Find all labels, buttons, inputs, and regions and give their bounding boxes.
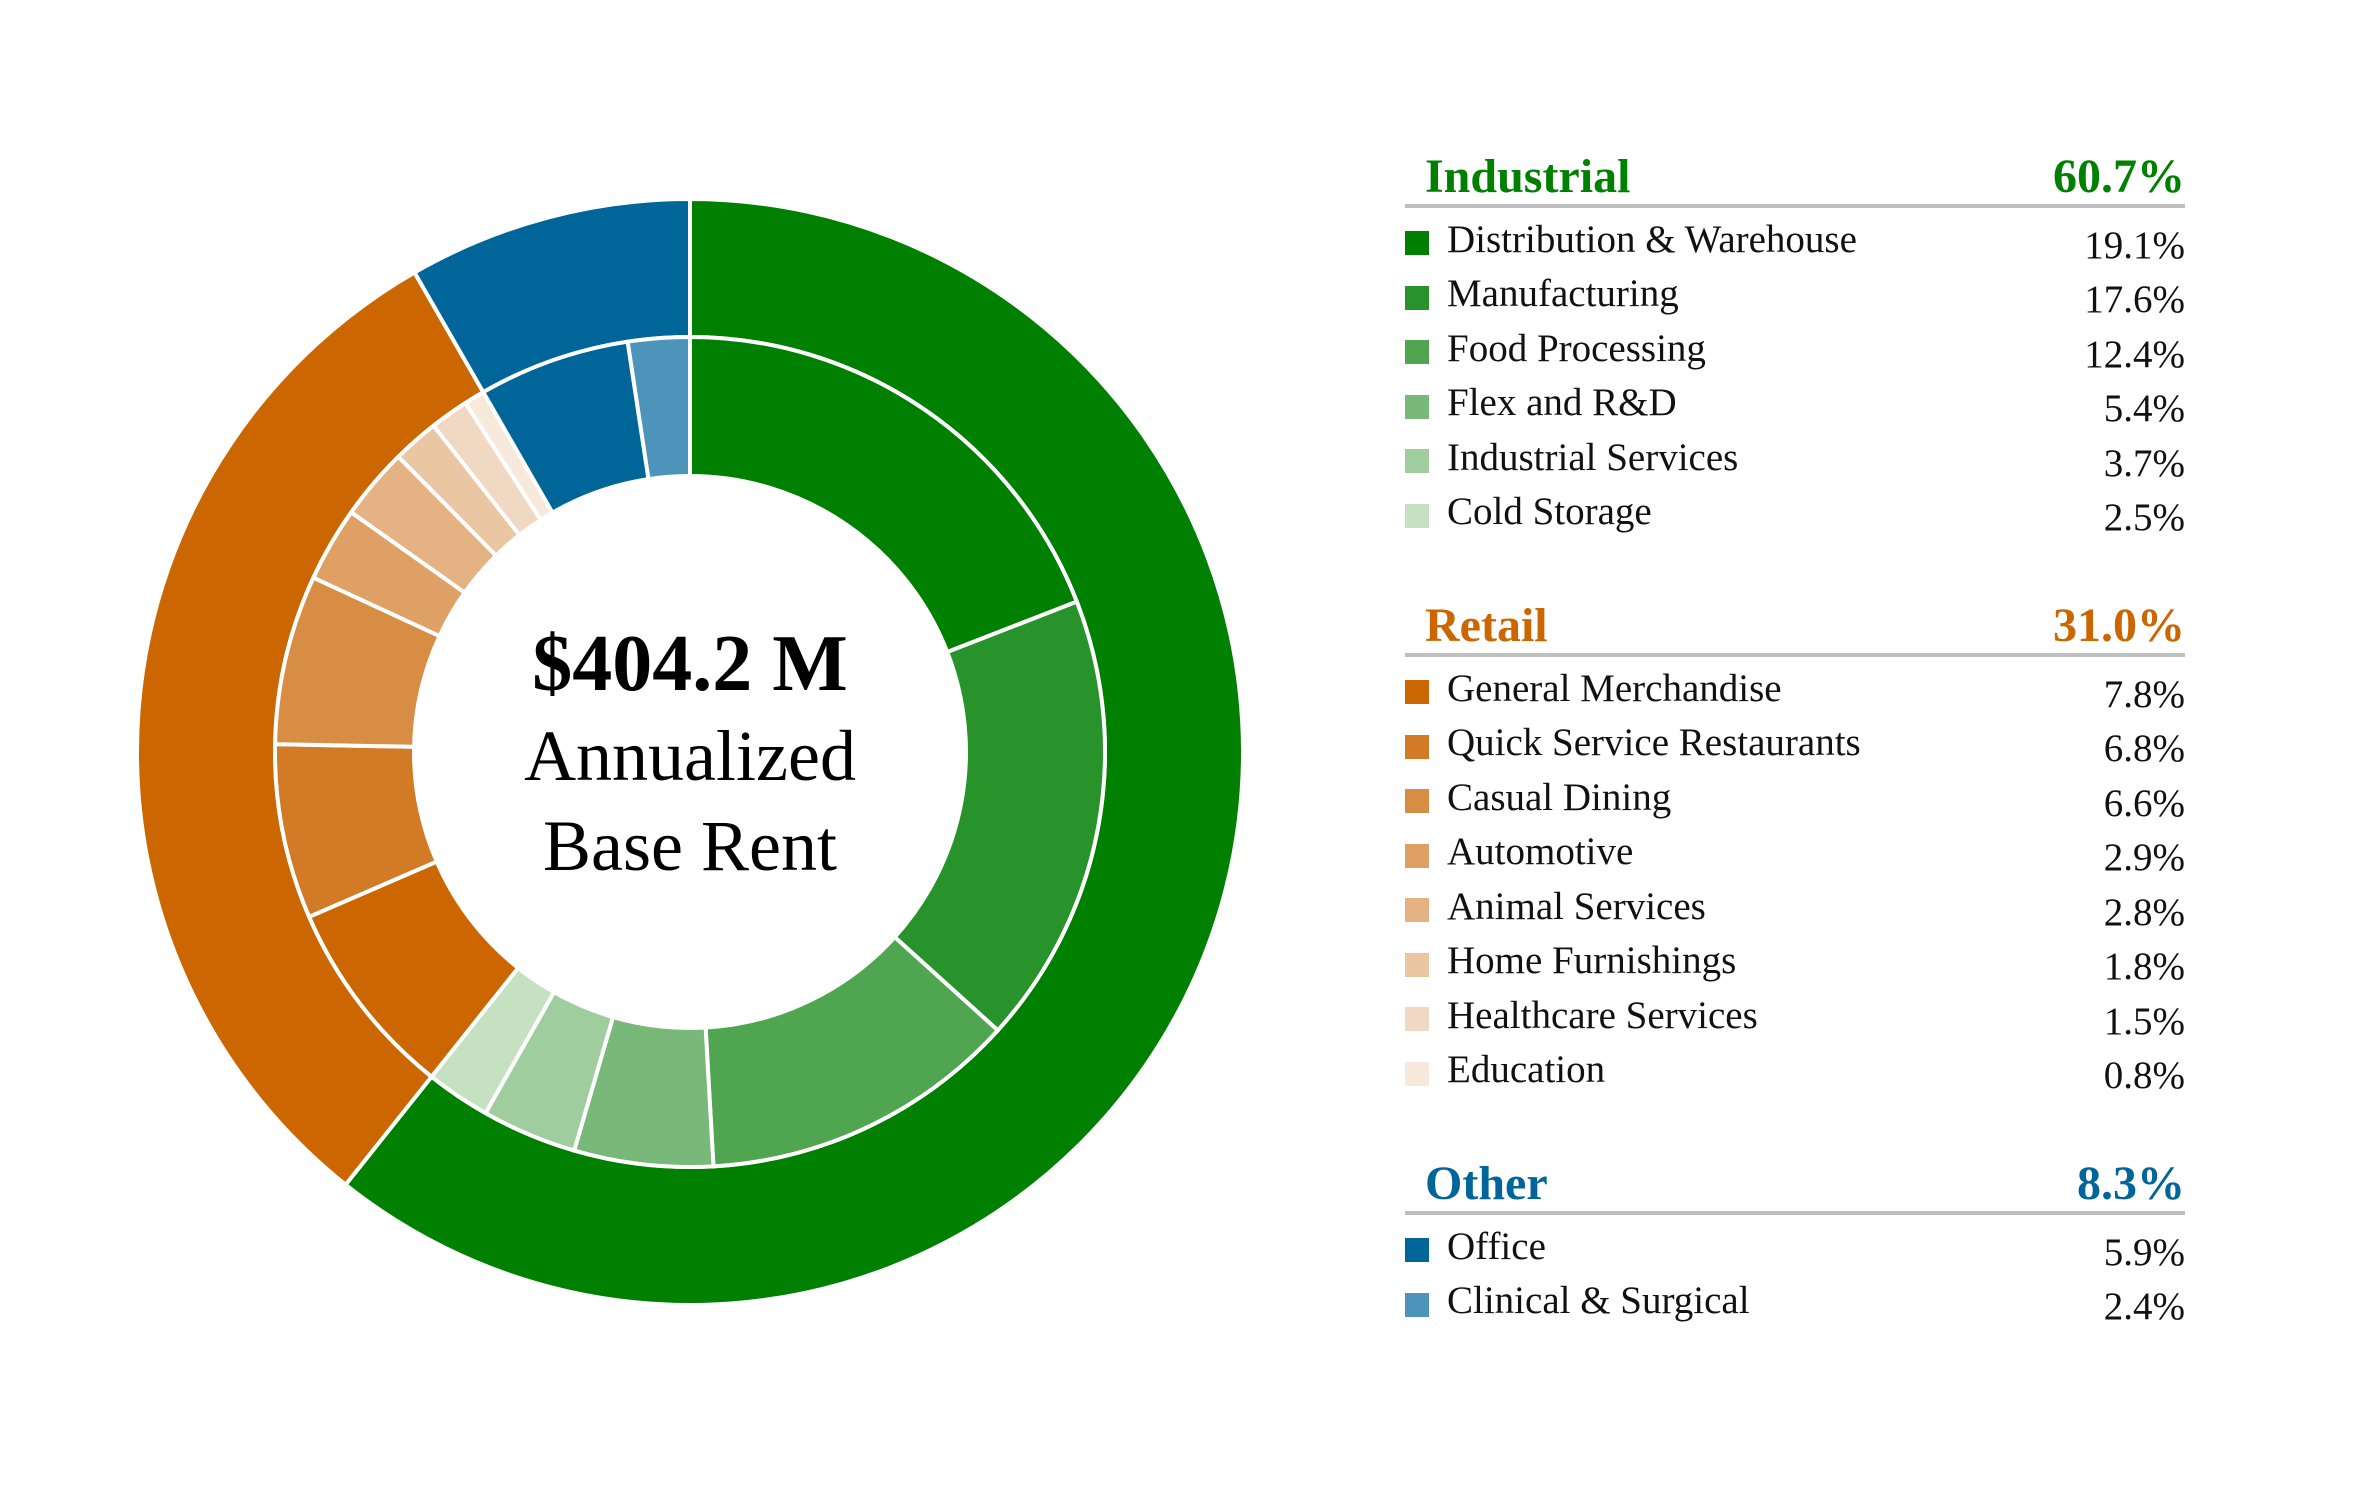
legend-item-label: Animal Services: [1447, 884, 1706, 928]
legend-item-value: 19.1%: [2084, 223, 2185, 267]
legend-group-total: 31.0%: [2053, 599, 2185, 652]
legend-item-industrial-services: Industrial Services 3.7%: [1405, 434, 2185, 489]
legend-swatch: [1405, 285, 1429, 310]
legend-swatch: [1405, 231, 1429, 256]
legend-group-title: Other: [1425, 1157, 1548, 1210]
legend-group-title: Retail: [1425, 599, 1548, 652]
legend-item-label: Automotive: [1447, 830, 1634, 874]
legend-item-label: General Merchandise: [1447, 666, 1782, 710]
legend-swatch: [1405, 449, 1429, 474]
legend-item-cold-storage: Cold Storage 2.5%: [1405, 489, 2185, 544]
legend-swatch: [1405, 843, 1429, 868]
legend-item-value: 0.8%: [2103, 1054, 2185, 1098]
legend-group-header: Industrial 60.7%: [1405, 150, 2185, 208]
center-value: $404.2 M: [532, 620, 848, 708]
legend-item-value: 6.6%: [2103, 781, 2185, 825]
legend-item-label: Manufacturing: [1447, 272, 1679, 316]
legend-item-label: Education: [1447, 1048, 1606, 1092]
legend-item-animal-services: Animal Services 2.8%: [1405, 883, 2185, 938]
inner-slice-manufacturing: [891, 599, 1107, 1034]
legend-item-value: 3.7%: [2103, 441, 2185, 485]
legend-swatch: [1405, 734, 1429, 759]
legend-group-total: 8.3%: [2077, 1157, 2185, 1210]
legend-item-label: Flex and R&D: [1447, 381, 1677, 425]
legend-item-distribution-and-warehouse: Distribution & Warehouse 19.1%: [1405, 216, 2185, 271]
legend-swatch: [1405, 1292, 1429, 1317]
legend-group-header: Retail 31.0%: [1405, 599, 2185, 657]
legend-item-general-merchandise: General Merchandise 7.8%: [1405, 665, 2185, 720]
legend-item-label: Food Processing: [1447, 326, 1706, 370]
legend-item-label: Industrial Services: [1447, 435, 1739, 479]
legend-swatch: [1405, 680, 1429, 705]
legend-item-value: 5.9%: [2103, 1230, 2185, 1274]
legend-swatch: [1405, 898, 1429, 923]
legend-item-value: 17.6%: [2084, 278, 2185, 322]
legend-group-header: Other 8.3%: [1405, 1157, 2185, 1215]
legend-swatch: [1405, 952, 1429, 977]
legend: Industrial 60.7% Distribution & Warehouse 1…: [1405, 150, 2185, 1388]
legend-item-healthcare-services: Healthcare Services 1.5%: [1405, 992, 2185, 1047]
legend-swatch: [1405, 1007, 1429, 1032]
legend-item-label: Home Furnishings: [1447, 939, 1737, 983]
legend-item-value: 12.4%: [2084, 332, 2185, 376]
legend-item-label: Office: [1447, 1224, 1546, 1268]
inner-slice-distribution-and-warehouse: [688, 334, 1080, 655]
legend-item-value: 6.8%: [2103, 727, 2185, 771]
legend-item-casual-dining: Casual Dining 6.6%: [1405, 774, 2185, 829]
center-line-2: Base Rent: [543, 806, 837, 886]
legend-item-value: 2.4%: [2103, 1285, 2185, 1329]
legend-swatch: [1405, 1061, 1429, 1086]
legend-item-label: Distribution & Warehouse: [1447, 217, 1857, 261]
legend-item-manufacturing: Manufacturing 17.6%: [1405, 271, 2185, 326]
inner-slice-clinical-and-surgical: [625, 334, 692, 482]
inner-ring: [273, 334, 1107, 1169]
legend-item-value: 1.8%: [2103, 945, 2185, 989]
legend-item-flex-and-randd: Flex and R&D 5.4%: [1405, 380, 2185, 435]
legend-swatch: [1405, 394, 1429, 419]
legend-item-value: 2.9%: [2103, 836, 2185, 880]
legend-item-label: Quick Service Restaurants: [1447, 721, 1861, 765]
legend-item-clinical-and-surgical: Clinical & Surgical 2.4%: [1405, 1278, 2185, 1333]
legend-item-value: 5.4%: [2103, 387, 2185, 431]
legend-item-value: 2.8%: [2103, 890, 2185, 934]
legend-swatch: [1405, 503, 1429, 528]
legend-item-home-furnishings: Home Furnishings 1.8%: [1405, 938, 2185, 993]
legend-item-label: Casual Dining: [1447, 775, 1672, 819]
center-line-1: Annualized: [524, 716, 856, 796]
legend-item-value: 2.5%: [2103, 496, 2185, 540]
legend-item-value: 7.8%: [2103, 672, 2185, 716]
legend-swatch: [1405, 1238, 1429, 1263]
legend-group-total: 60.7%: [2053, 150, 2185, 203]
donut-chart: $404.2 M Annualized Base Rent: [135, 196, 1245, 1307]
center-label: $404.2 M Annualized Base Rent: [524, 620, 856, 886]
legend-item-label: Healthcare Services: [1447, 993, 1758, 1037]
legend-item-office: Office 5.9%: [1405, 1223, 2185, 1278]
outer-ring: [135, 196, 1245, 1307]
legend-group-retail: Retail 31.0% General Merchandise 7.8% Quick …: [1405, 599, 2185, 1101]
legend-item-label: Clinical & Surgical: [1447, 1279, 1750, 1323]
legend-item-label: Cold Storage: [1447, 490, 1652, 534]
legend-group-title: Industrial: [1425, 150, 1631, 203]
legend-item-automotive: Automotive 2.9%: [1405, 829, 2185, 884]
legend-item-education: Education 0.8%: [1405, 1047, 2185, 1102]
legend-group-industrial: Industrial 60.7% Distribution & Warehouse 1…: [1405, 150, 2185, 543]
legend-swatch: [1405, 789, 1429, 814]
legend-group-other: Other 8.3% Office 5.9% Clinical & Surgical 2.…: [1405, 1157, 2185, 1332]
legend-item-quick-service-restaurants: Quick Service Restaurants 6.8%: [1405, 720, 2185, 775]
legend-item-food-processing: Food Processing 12.4%: [1405, 325, 2185, 380]
legend-swatch: [1405, 340, 1429, 365]
legend-item-value: 1.5%: [2103, 999, 2185, 1043]
